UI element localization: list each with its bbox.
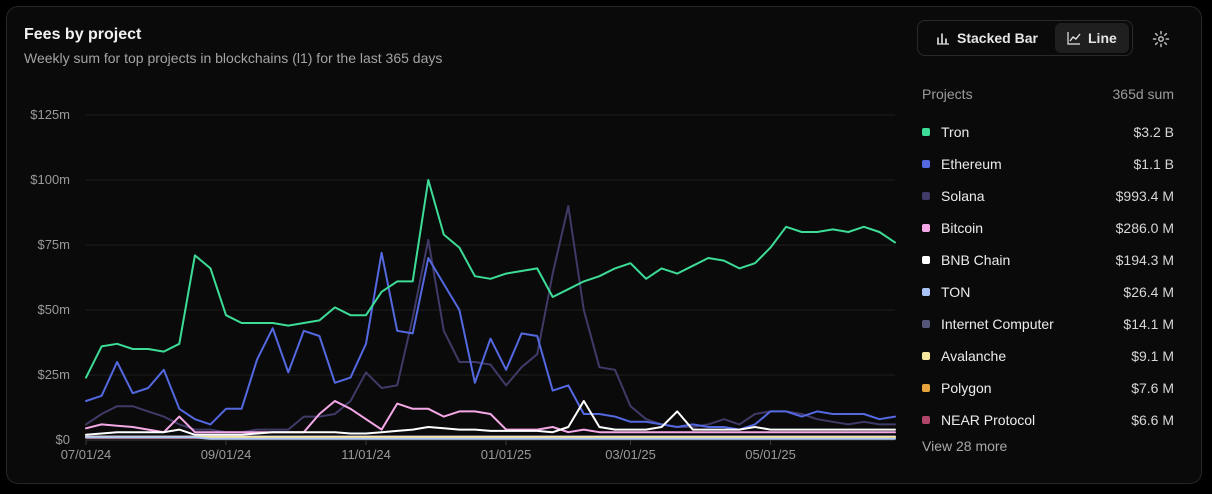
line-chart: $0 $25m $50m $75m $100m $125m 07/01/24 09/01/24… [30,107,896,462]
y-tick-label: $0 [56,432,70,447]
legend-item-name: Polygon [941,380,992,396]
series-line [85,205,896,434]
stacked-bar-button[interactable]: Stacked Bar [924,23,1050,53]
legend-item[interactable]: Ethereum $1.1 B [922,156,1174,176]
x-tick-label: 07/01/24 [61,447,112,462]
legend-item-value: $286.0 M [1115,220,1174,236]
series-line [85,251,896,431]
chart-subtitle: Weekly sum for top projects in blockchai… [24,50,443,66]
legend-col-sum: 365d sum [1112,86,1174,102]
legend-item-name: Solana [941,188,985,204]
legend-item-value: $1.1 B [1133,156,1174,172]
view-more-link[interactable]: View 28 more [922,438,1008,454]
line-chart-icon [1067,32,1081,45]
legend-swatch [922,320,930,328]
y-tick-label: $25m [37,367,70,382]
legend-item-value: $14.1 M [1123,316,1174,332]
legend-item-name: Internet Computer [941,316,1054,332]
legend-header: Projects 365d sum [922,86,1174,102]
line-label: Line [1088,30,1117,46]
legend-item-value: $194.3 M [1115,252,1174,268]
series-line [85,400,896,436]
legend-item-value: $9.1 M [1131,348,1174,364]
legend-item[interactable]: Internet Computer $14.1 M [922,316,1174,336]
legend-item-name: Ethereum [941,156,1002,172]
legend-swatch [922,352,930,360]
legend-item[interactable]: NEAR Protocol $6.6 M [922,412,1174,432]
legend-item[interactable]: Solana $993.4 M [922,188,1174,208]
series-line [85,179,896,379]
legend-item-value: $26.4 M [1123,284,1174,300]
legend-item-name: TON [941,284,971,300]
x-tick-label: 01/01/25 [481,447,532,462]
chart-type-toggle: Stacked Bar Line [917,20,1133,56]
legend-item[interactable]: BNB Chain $194.3 M [922,252,1174,272]
x-tick-label: 11/01/24 [341,447,391,462]
legend-swatch [922,192,930,200]
legend-item-value: $993.4 M [1115,188,1174,204]
legend-item[interactable]: Bitcoin $286.0 M [922,220,1174,240]
legend-swatch [922,384,930,392]
legend-swatch [922,224,930,232]
legend-item[interactable]: Avalanche $9.1 M [922,348,1174,368]
x-tick-label: 05/01/25 [745,447,796,462]
legend-item-value: $7.6 M [1131,380,1174,396]
x-tick-label: 09/01/24 [201,447,252,462]
legend-item-name: Tron [941,124,970,140]
legend-item-name: Bitcoin [941,220,984,236]
legend-swatch [922,288,930,296]
x-tick-label: 03/01/25 [605,447,656,462]
legend-item[interactable]: TON $26.4 M [922,284,1174,304]
legend-item[interactable]: Tron $3.2 B [922,124,1174,144]
legend-swatch [922,128,930,136]
legend-item-name: Avalanche [941,348,1007,364]
y-tick-label: $125m [30,107,70,122]
legend-item-name: BNB Chain [941,252,1011,268]
legend-item-value: $3.2 B [1133,124,1174,140]
line-button[interactable]: Line [1055,23,1129,53]
series-line [85,436,896,440]
y-tick-label: $100m [30,172,70,187]
legend-swatch [922,416,930,424]
legend-swatch [922,256,930,264]
series-line [85,400,896,434]
legend-swatch [922,160,930,168]
bar-chart-icon [937,33,949,45]
stacked-bar-label: Stacked Bar [957,30,1038,46]
legend-item-value: $6.6 M [1131,412,1174,428]
legend-item-name: NEAR Protocol [941,412,1036,428]
chart-title: Fees by project [24,26,142,43]
settings-gear-icon[interactable] [1152,30,1170,48]
legend-col-projects: Projects [922,86,973,102]
y-tick-label: $75m [37,237,70,252]
legend-item[interactable]: Polygon $7.6 M [922,380,1174,400]
y-tick-label: $50m [37,302,70,317]
